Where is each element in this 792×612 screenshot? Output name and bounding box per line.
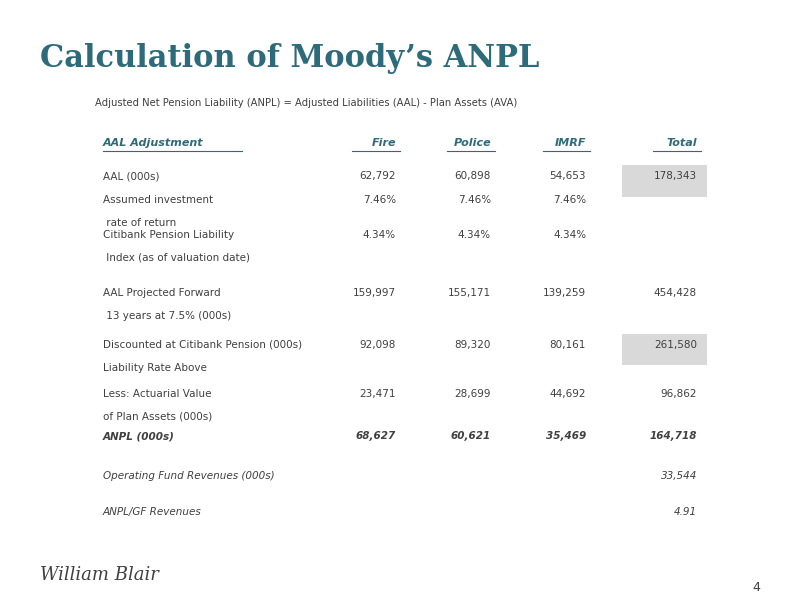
Text: AAL (000s): AAL (000s)	[103, 171, 159, 181]
Text: 35,469: 35,469	[546, 431, 586, 441]
Text: 60,621: 60,621	[451, 431, 491, 441]
Text: 139,259: 139,259	[543, 288, 586, 297]
Text: 159,997: 159,997	[353, 288, 396, 297]
Text: Adjusted Net Pension Liability (ANPL) = Adjusted Liabilities (AAL) - Plan Assets: Adjusted Net Pension Liability (ANPL) = …	[95, 98, 517, 108]
Text: 4.91: 4.91	[674, 507, 697, 517]
Text: 54,653: 54,653	[550, 171, 586, 181]
Text: ANPL/GF Revenues: ANPL/GF Revenues	[103, 507, 202, 517]
Text: Fire: Fire	[371, 138, 396, 147]
Text: 261,580: 261,580	[654, 340, 697, 349]
Text: ANPL (000s): ANPL (000s)	[103, 431, 175, 441]
FancyBboxPatch shape	[622, 165, 707, 197]
Text: Less: Actuarial Value: Less: Actuarial Value	[103, 389, 211, 398]
Text: 454,428: 454,428	[654, 288, 697, 297]
Text: Index (as of valuation date): Index (as of valuation date)	[103, 253, 250, 263]
Text: 7.46%: 7.46%	[458, 195, 491, 204]
Text: AAL Adjustment: AAL Adjustment	[103, 138, 204, 147]
Text: 62,792: 62,792	[360, 171, 396, 181]
Text: Total: Total	[666, 138, 697, 147]
Text: AAL Projected Forward: AAL Projected Forward	[103, 288, 221, 297]
Text: 92,098: 92,098	[360, 340, 396, 349]
FancyBboxPatch shape	[622, 334, 707, 365]
Text: Citibank Pension Liability: Citibank Pension Liability	[103, 230, 234, 239]
Text: 155,171: 155,171	[448, 288, 491, 297]
Text: IMRF: IMRF	[554, 138, 586, 147]
Text: rate of return: rate of return	[103, 218, 176, 228]
Text: 7.46%: 7.46%	[363, 195, 396, 204]
Text: of Plan Assets (000s): of Plan Assets (000s)	[103, 412, 212, 422]
Text: 89,320: 89,320	[455, 340, 491, 349]
Text: 60,898: 60,898	[455, 171, 491, 181]
Text: 33,544: 33,544	[661, 471, 697, 481]
Text: 44,692: 44,692	[550, 389, 586, 398]
Text: 4: 4	[752, 581, 760, 594]
Text: 4.34%: 4.34%	[458, 230, 491, 239]
Text: 96,862: 96,862	[661, 389, 697, 398]
Text: Operating Fund Revenues (000s): Operating Fund Revenues (000s)	[103, 471, 275, 481]
Text: Liability Rate Above: Liability Rate Above	[103, 363, 207, 373]
Text: 28,699: 28,699	[455, 389, 491, 398]
Text: 4.34%: 4.34%	[363, 230, 396, 239]
Text: 7.46%: 7.46%	[553, 195, 586, 204]
Text: Police: Police	[453, 138, 491, 147]
Text: Discounted at Citibank Pension (000s): Discounted at Citibank Pension (000s)	[103, 340, 302, 349]
Text: 68,627: 68,627	[356, 431, 396, 441]
Text: William Blair: William Blair	[40, 567, 158, 584]
Text: 4.34%: 4.34%	[553, 230, 586, 239]
Text: 164,718: 164,718	[649, 431, 697, 441]
Text: 178,343: 178,343	[654, 171, 697, 181]
Text: 13 years at 7.5% (000s): 13 years at 7.5% (000s)	[103, 311, 231, 321]
Text: Assumed investment: Assumed investment	[103, 195, 213, 204]
Text: Calculation of Moody’s ANPL: Calculation of Moody’s ANPL	[40, 43, 539, 74]
Text: 23,471: 23,471	[360, 389, 396, 398]
Text: 80,161: 80,161	[550, 340, 586, 349]
